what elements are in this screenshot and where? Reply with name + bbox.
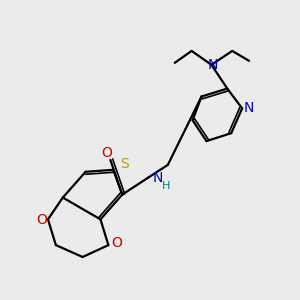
- Text: H: H: [162, 181, 170, 191]
- Text: S: S: [120, 157, 129, 171]
- Text: N: N: [207, 58, 218, 72]
- Text: N: N: [153, 171, 163, 185]
- Text: O: O: [37, 213, 47, 227]
- Text: N: N: [244, 101, 254, 116]
- Text: O: O: [111, 236, 122, 250]
- Text: O: O: [101, 146, 112, 160]
